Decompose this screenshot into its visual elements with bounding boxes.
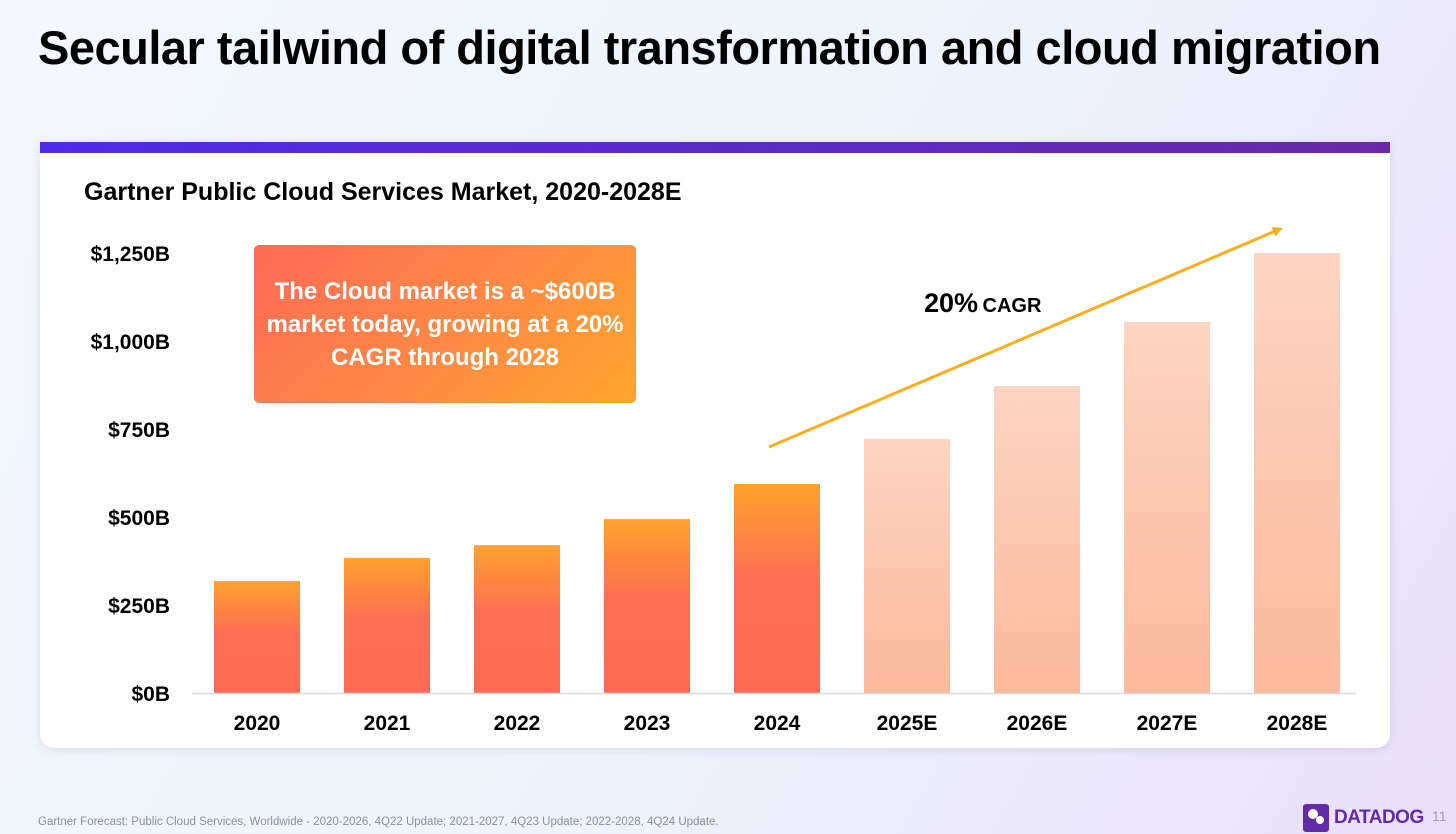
callout-text: The Cloud market is a ~$600B market toda… — [266, 277, 624, 371]
bar-2023 — [604, 519, 690, 693]
y-tick-label: $1,250B — [91, 243, 170, 266]
bar-2028E — [1254, 253, 1340, 693]
x-tick-label: 2025E — [877, 712, 938, 735]
bar-2027E — [1124, 321, 1210, 693]
cagr-value: 20% — [924, 288, 979, 318]
callout-box: The Cloud market is a ~$600B market toda… — [254, 245, 636, 403]
x-tick-label: 2020 — [234, 712, 281, 735]
bar-2026E — [994, 386, 1080, 693]
datadog-dog-icon — [1303, 804, 1329, 832]
y-tick-label: $0B — [131, 683, 170, 706]
y-tick-label: $1,000B — [91, 331, 170, 354]
cagr-arrow — [768, 227, 1283, 449]
datadog-logo: DATADOG — [1302, 803, 1424, 833]
card-accent-bar — [40, 142, 1390, 153]
y-tick-label: $250B — [108, 595, 170, 618]
x-tick-label: 2028E — [1267, 712, 1328, 735]
bar-2025E — [864, 438, 950, 693]
bar-2021 — [344, 557, 430, 693]
x-tick-label: 2024 — [754, 712, 801, 735]
y-tick-label: $750B — [108, 419, 170, 442]
chart-title: Gartner Public Cloud Services Market, 20… — [84, 178, 682, 206]
x-tick-label: 2026E — [1007, 712, 1068, 735]
cagr-text: CAGR — [982, 295, 1042, 317]
x-tick-label: 2022 — [494, 712, 541, 735]
bar-2022 — [474, 545, 560, 693]
bar-2020 — [214, 581, 300, 693]
footnote: Gartner Forecast: Public Cloud Services,… — [38, 816, 719, 828]
slide-title: Secular tailwind of digital transformati… — [38, 21, 1381, 74]
bar-2024 — [734, 483, 820, 693]
logo-text: DATADOG — [1334, 807, 1424, 828]
x-tick-label: 2027E — [1137, 712, 1198, 735]
x-tick-label: 2023 — [624, 712, 671, 735]
page-number: 11 — [1432, 808, 1447, 824]
x-tick-label: 2021 — [364, 712, 411, 735]
y-tick-label: $500B — [108, 507, 170, 530]
cagr-label: 20% CAGR — [924, 288, 1041, 319]
